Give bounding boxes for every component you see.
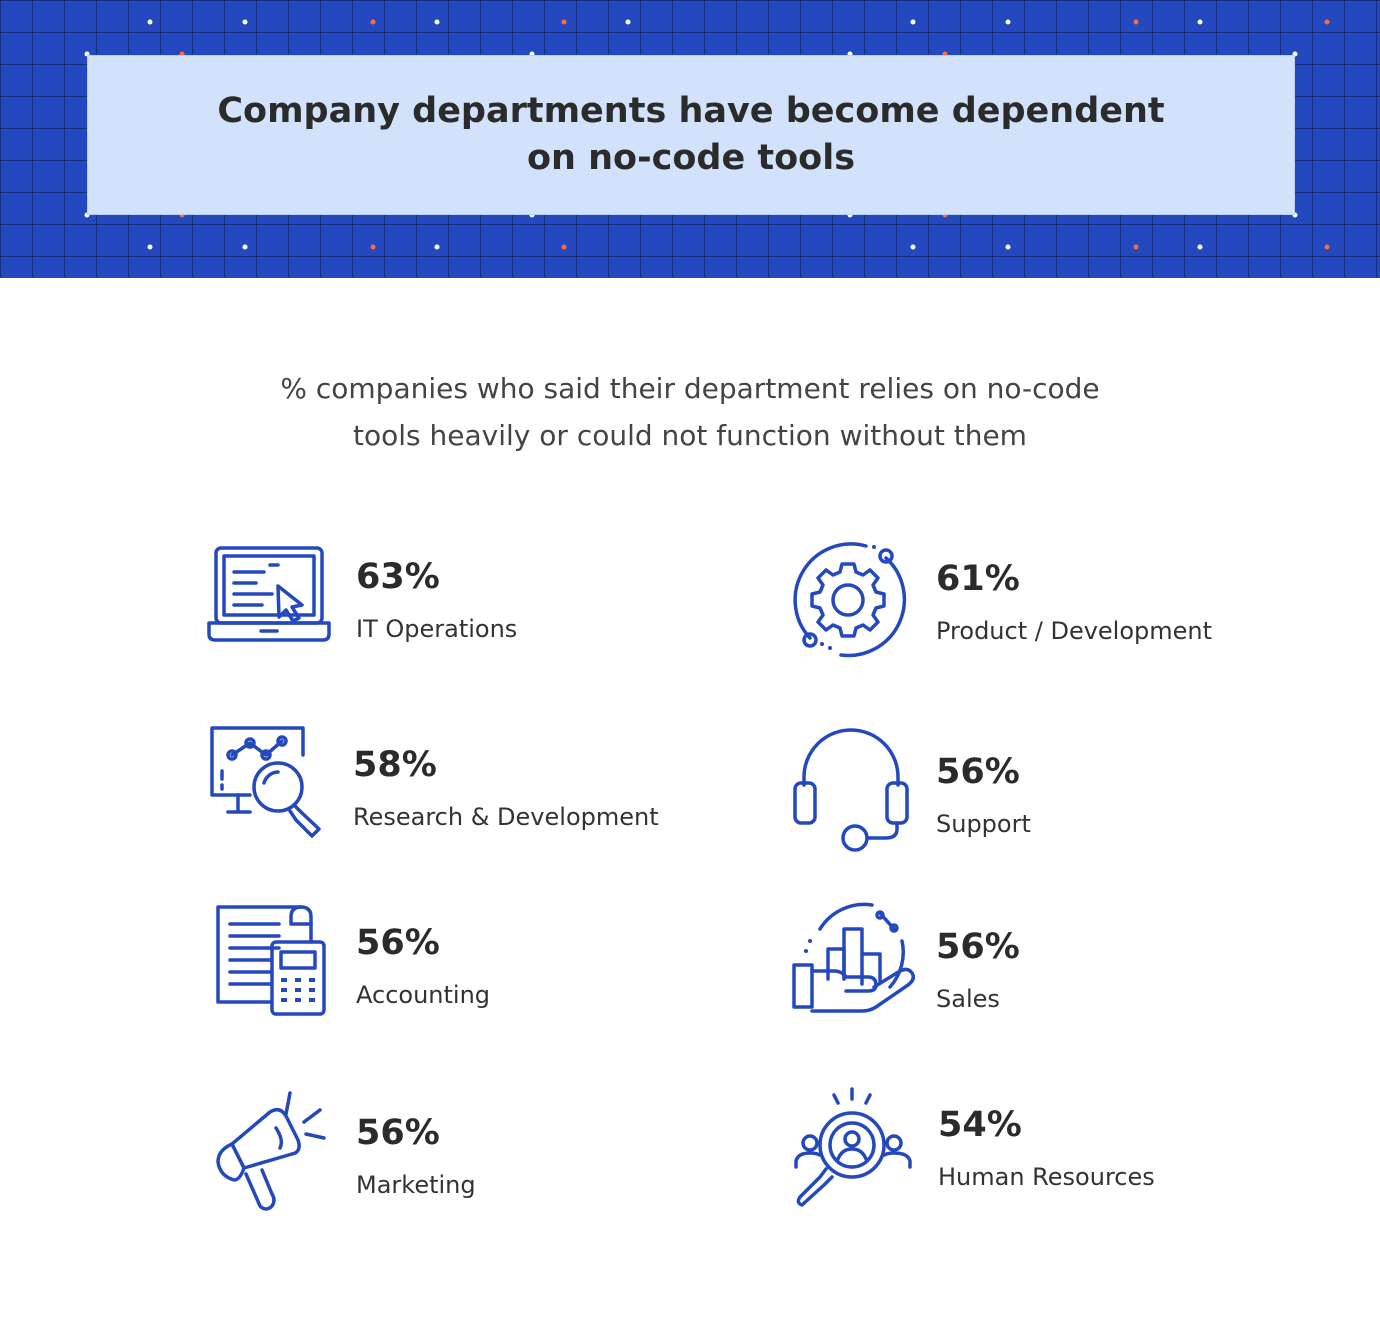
department-label: Product / Development: [936, 617, 1213, 645]
department-label: Support: [936, 810, 1031, 838]
percent-value: 56%: [356, 1113, 440, 1153]
percent-value: 63%: [356, 557, 440, 597]
department-label: Sales: [936, 985, 1000, 1013]
people-search-icon: [794, 1087, 912, 1207]
department-label: Human Resources: [938, 1163, 1155, 1191]
header-banner: Company departments have become dependen…: [0, 0, 1380, 278]
department-label: IT Operations: [356, 615, 518, 643]
page-title: Company departments have become dependen…: [191, 88, 1191, 182]
percent-value: 56%: [936, 752, 1020, 792]
subtitle-line-1: % companies who said their department re…: [280, 372, 1100, 405]
percent-value: 56%: [936, 927, 1020, 967]
title-line-1: Company departments have become dependen…: [217, 91, 1165, 131]
banner-dots-decoration: [84, 19, 1330, 250]
hand-bar-chart-icon: [792, 902, 916, 1013]
subtitle: % companies who said their department re…: [190, 365, 1190, 459]
percent-value: 54%: [938, 1105, 1022, 1145]
laptop-cursor-icon: [207, 546, 331, 642]
percent-value: 61%: [936, 559, 1020, 599]
department-label: Accounting: [356, 981, 491, 1009]
subtitle-line-2: tools heavily or could not function with…: [353, 419, 1027, 452]
percent-value: 56%: [356, 923, 440, 963]
gear-orbit-icon: [793, 542, 907, 658]
document-calculator-icon: [216, 905, 326, 1016]
department-label: Research & Development: [353, 803, 659, 831]
headset-icon: [793, 728, 909, 852]
department-label: Marketing: [356, 1171, 476, 1199]
title-line-2: on no-code tools: [526, 138, 856, 178]
monitor-magnifier-icon: [210, 726, 321, 838]
title-box: Company departments have become dependen…: [87, 55, 1295, 215]
percent-value: 58%: [353, 745, 437, 785]
megaphone-icon: [216, 1091, 326, 1211]
